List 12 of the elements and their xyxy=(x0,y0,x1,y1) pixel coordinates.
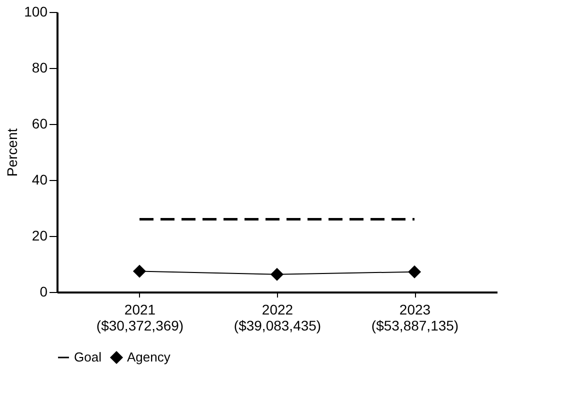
x-tick-label: 2023 ($53,887,135) xyxy=(371,302,459,334)
y-tick-label: 80 xyxy=(32,60,48,76)
legend-label: Agency xyxy=(127,350,171,364)
legend-label: Goal xyxy=(74,350,102,364)
y-tick-label: 60 xyxy=(32,116,48,132)
y-tick-label: 100 xyxy=(24,4,48,20)
y-tick-label: 0 xyxy=(40,284,48,300)
x-tick-label: 2022 ($39,083,435) xyxy=(234,302,322,334)
y-axis-title: Percent xyxy=(4,128,20,177)
y-tick-label: 20 xyxy=(32,228,48,244)
y-tick-label: 40 xyxy=(32,172,48,188)
x-tick-label: 2021 ($30,372,369) xyxy=(96,302,184,334)
